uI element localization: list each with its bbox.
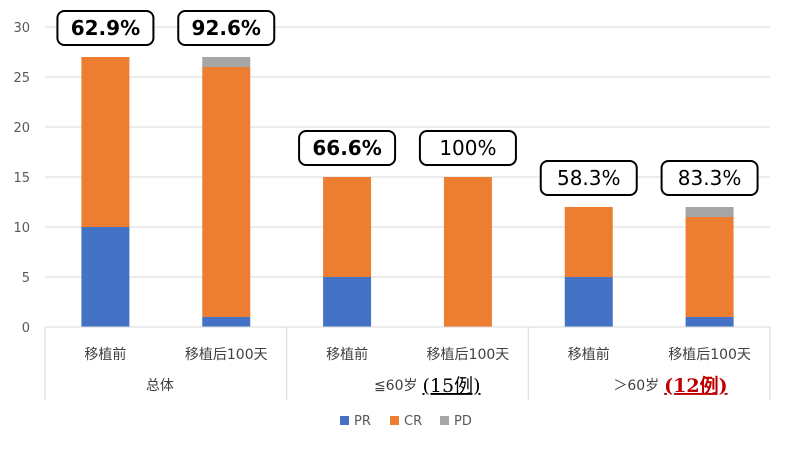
y-tick-label: 10: [13, 221, 30, 236]
bar-cr: [323, 177, 372, 277]
bar-pd: [202, 57, 251, 67]
bar-cr: [81, 57, 130, 227]
legend-label: CR: [404, 414, 422, 429]
bar-cr: [443, 177, 492, 327]
legend-label: PD: [454, 414, 472, 429]
percent-label: 58.3%: [557, 166, 621, 190]
y-axis: 0 5 10 15 20 25 30: [13, 21, 30, 336]
legend-swatch-pr: [340, 416, 349, 425]
group-label: 总体: [146, 378, 174, 394]
legend: PR CR PD: [340, 414, 472, 429]
bar-pr: [685, 317, 734, 327]
bar-cr: [685, 217, 734, 317]
legend-swatch-cr: [390, 416, 399, 425]
y-tick-label: 15: [13, 171, 30, 186]
percent-label: 92.6%: [192, 16, 261, 40]
legend-swatch-pd: [440, 416, 449, 425]
bars: [81, 57, 734, 327]
annotation-box: [660, 160, 759, 196]
y-tick-label: 30: [13, 21, 30, 36]
x-category-label: 移植后100天: [427, 347, 510, 363]
group-label: ≦60岁: [374, 378, 418, 394]
x-category-label: 移植后100天: [668, 347, 751, 363]
x-category-label: 移植后100天: [185, 347, 268, 363]
legend-label: PR: [354, 414, 371, 429]
percent-annotations: 62.9% 92.6% 66.6% 100% 58.3% 83.3%: [56, 10, 759, 196]
percent-label: 66.6%: [312, 136, 381, 160]
x-category-label: 移植前: [84, 346, 126, 363]
group-note: (12例): [664, 374, 727, 397]
annotation-box: [298, 130, 397, 166]
y-tick-label: 0: [22, 321, 30, 336]
bar-pd: [685, 207, 734, 217]
percent-label: 62.9%: [71, 16, 140, 40]
bar-cr: [202, 67, 251, 317]
x-category-label: 移植前: [568, 346, 610, 363]
group-note: (15例): [423, 375, 481, 397]
bar-pr: [564, 277, 613, 327]
annotation-box: [418, 130, 517, 166]
bar-pr: [202, 317, 251, 327]
annotation-box: [177, 10, 276, 46]
gridlines: [45, 26, 770, 278]
percent-label: 83.3%: [678, 166, 742, 190]
y-tick-label: 20: [13, 121, 30, 136]
group-label: ＞60岁: [613, 378, 659, 394]
percent-label: 100%: [439, 136, 496, 160]
annotation-box: [539, 160, 638, 196]
bar-pr: [81, 227, 130, 327]
y-tick-label: 5: [22, 271, 30, 286]
x-category-label: 移植前: [326, 346, 368, 363]
bar-pr: [323, 277, 372, 327]
annotation-box: [56, 10, 155, 46]
y-tick-label: 25: [13, 71, 30, 86]
bar-cr: [564, 207, 613, 277]
